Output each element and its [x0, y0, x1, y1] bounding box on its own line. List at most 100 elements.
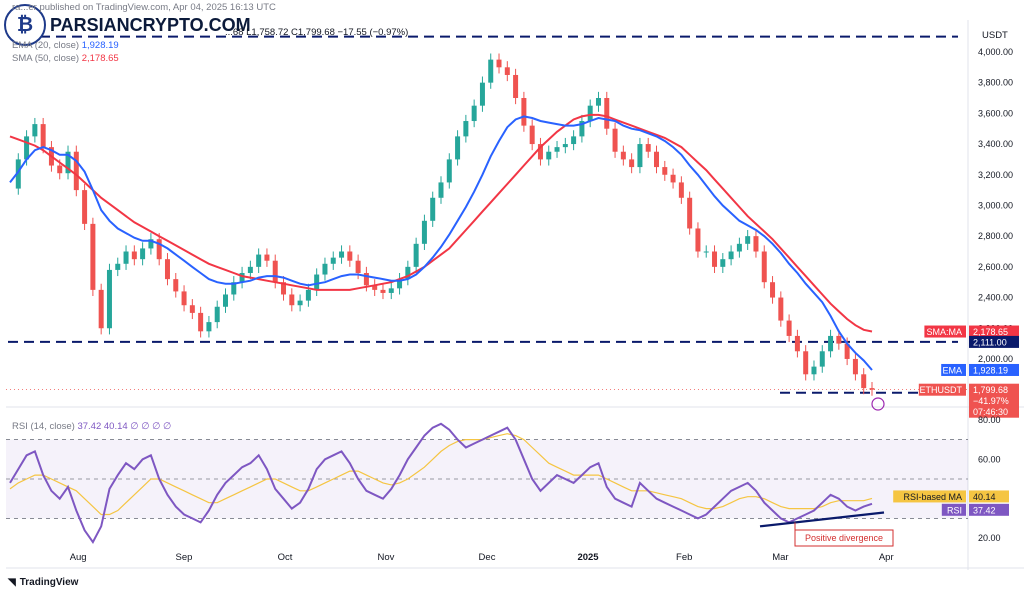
price-label-tag: 07:46:30 — [969, 405, 1019, 418]
price-label-name: ETHUSDT — [920, 385, 963, 395]
candle-body — [463, 121, 469, 137]
candle-body — [372, 285, 378, 290]
ohlc-text: ...68 L1,758.72 C1,799.68 −17.55 (−0.97%… — [225, 27, 409, 38]
ema-legend-value: 1,928.19 — [81, 40, 119, 51]
price-tick-label: 3,200.00 — [978, 170, 1013, 180]
price-label-name-bg — [924, 325, 966, 338]
candle-body — [281, 282, 287, 295]
candle-body — [73, 151, 79, 191]
candle-body — [703, 251, 709, 253]
tradingview-brand-text: TradingView — [19, 577, 79, 588]
candle-body — [803, 351, 809, 375]
rsi-label-value-bg — [969, 503, 1009, 516]
price-label-tag: EMA 1,928.19 — [941, 363, 1019, 376]
candle-body — [712, 251, 718, 267]
candle-body — [587, 105, 593, 122]
time-tick-label: Nov — [378, 552, 395, 563]
time-tick-label: 2025 — [577, 552, 599, 563]
candle-body — [579, 121, 585, 137]
candle-body — [455, 136, 461, 160]
watermark-text: PARSIANCRYPTO.COM — [50, 14, 251, 35]
candle-body — [164, 259, 170, 280]
candle-body — [198, 312, 204, 332]
ema-legend[interactable]: EMA (20, close) 1,928.19 — [12, 40, 119, 51]
tradingview-logo-icon: ◥ — [8, 577, 16, 588]
callout-box — [794, 529, 894, 547]
candle-body — [405, 266, 411, 280]
candle-body — [388, 288, 394, 293]
rsi-label-value-bg — [969, 490, 1009, 503]
candle-body — [247, 266, 253, 273]
candle-body — [140, 248, 146, 260]
candle-body — [637, 144, 643, 168]
price-tick-label: 2,600.00 — [978, 262, 1013, 272]
candle-body — [488, 59, 494, 83]
time-tick-label: Sep — [176, 552, 193, 563]
price-label-value-bg — [969, 335, 1019, 348]
rsi-line — [9, 422, 873, 545]
candle-body — [106, 269, 112, 329]
ema-20-line — [9, 115, 873, 371]
price-label-tag: −41.97% — [969, 394, 1019, 407]
ohlc-line: ...68 L1,758.72 C1,799.68 −17.55 (−0.97%… — [225, 27, 408, 38]
positive-divergence-callout: Positive divergence — [794, 522, 894, 547]
price-label-name-bg — [941, 363, 966, 376]
sma-legend-label: SMA (50, close) — [12, 53, 80, 64]
candle-body — [123, 251, 129, 264]
rsi-legend[interactable]: RSI (14, close) 37.42 40.14 ∅ ∅ ∅ ∅ — [12, 421, 171, 432]
candle-body — [529, 125, 535, 145]
candle-body — [397, 279, 403, 289]
price-tick-label: 3,600.00 — [978, 108, 1013, 118]
candle-body — [297, 300, 303, 306]
candle-body — [173, 279, 179, 292]
candle-body — [745, 236, 751, 244]
candle-body — [98, 289, 104, 329]
price-tick-label: 2,400.00 — [978, 293, 1013, 303]
watermark: ₿ PARSIANCRYPTO.COM — [4, 4, 251, 46]
candle-body — [513, 74, 519, 99]
candle-body — [363, 272, 369, 286]
rsi-legend-label: RSI (14, close) — [12, 421, 75, 432]
candle-body — [206, 322, 212, 332]
candle-body — [770, 282, 776, 298]
candle-body — [670, 174, 676, 183]
candle-body — [728, 251, 734, 260]
sma-legend[interactable]: SMA (50, close) 2,178.65 — [12, 53, 119, 64]
candle-body — [819, 351, 825, 367]
price-label-value-bg — [969, 394, 1019, 407]
candle-body — [438, 182, 444, 198]
candle-body — [720, 259, 726, 267]
candle-body — [537, 144, 543, 160]
price-label-value: 2,111.00 — [973, 337, 1007, 347]
candle-body — [15, 159, 21, 189]
candle-body — [256, 254, 262, 267]
rsi-label-name-bg — [893, 490, 966, 503]
time-tick-label: Aug — [70, 552, 87, 563]
candle-body — [844, 343, 850, 359]
candle-body — [189, 305, 195, 313]
candle-body — [330, 257, 336, 264]
candle-body — [869, 388, 875, 390]
candle-body — [736, 243, 742, 252]
candle-body — [811, 366, 817, 375]
sma-50-line — [9, 113, 873, 333]
candle-body — [479, 82, 485, 106]
candle-body — [571, 136, 577, 145]
price-tick-label: 2,800.00 — [978, 231, 1013, 241]
time-tick-label: Feb — [676, 552, 692, 563]
price-label-tag: SMA:MA 2,178.65 — [924, 325, 1019, 338]
candle-body — [347, 251, 353, 261]
ema-legend-label: EMA (20, close) — [12, 40, 80, 51]
candle-body — [446, 159, 452, 183]
candle-body — [604, 98, 610, 129]
candle-body — [595, 98, 601, 106]
candle-body — [629, 159, 635, 168]
alert-lightning-icon — [871, 397, 885, 411]
candle-body — [65, 151, 71, 174]
rsi-label-value: 40.14 — [973, 492, 996, 502]
candle-body — [131, 251, 137, 260]
tradingview-brand[interactable]: ◥ TradingView — [8, 577, 78, 588]
candle-body — [305, 289, 311, 301]
candle-body — [654, 151, 659, 168]
